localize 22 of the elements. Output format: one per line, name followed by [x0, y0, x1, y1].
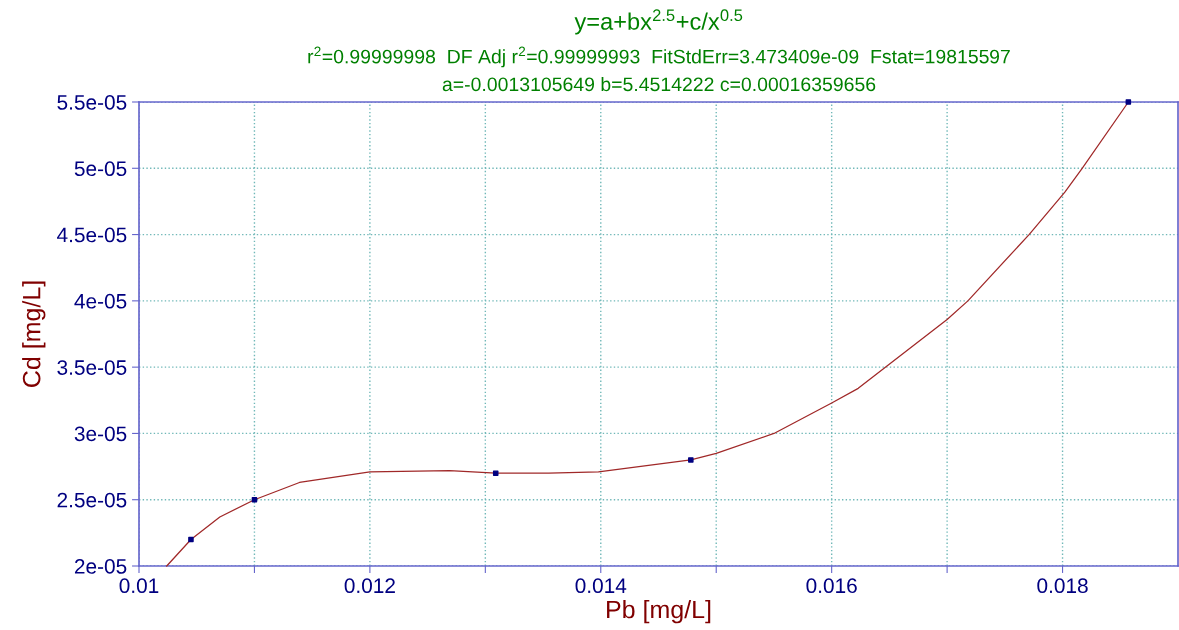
x-axis-title: Pb [mg/L] — [607, 600, 711, 624]
y-tick-label: 5e-05 — [74, 161, 127, 177]
x-tick-label: 0.012 — [344, 578, 395, 594]
y-axis-title: Cd [mg/L] — [22, 281, 46, 387]
point — [1125, 99, 1132, 105]
y-tick-label: 3e-05 — [74, 426, 127, 442]
y-tick-label: 4.5e-05 — [57, 227, 127, 243]
y-tick-label: 4e-05 — [74, 293, 127, 309]
text: a=-0.0013105649 b=5.4514222 c=0.00016359656 — [442, 76, 876, 92]
chart-title: y=a+bx$^{2.5}$+c/x$^{0.5}$ — [574, 9, 743, 35]
y-tick-label: 2.5e-05 — [57, 492, 127, 508]
x-tick-label: 0.016 — [806, 578, 857, 594]
x-tick-label: 0.018 — [1037, 578, 1088, 594]
y-tick-label: 2e-05 — [74, 559, 127, 574]
x-tick-label: 0.01 — [119, 578, 159, 594]
y-tick-label: 3.5e-05 — [57, 360, 127, 375]
x-tick-label: 0.014 — [575, 578, 627, 594]
point — [492, 470, 499, 476]
chart-subtitle: r$^{2}$=0.99999998 DF Adj r$^{2}$=0.99999993 FitStdErr=3.473409e-09 Fstat=19815597 — [308, 46, 1010, 68]
y-tick-label: 5.5e-05 — [57, 95, 127, 110]
point — [188, 536, 194, 543]
point — [688, 457, 694, 463]
